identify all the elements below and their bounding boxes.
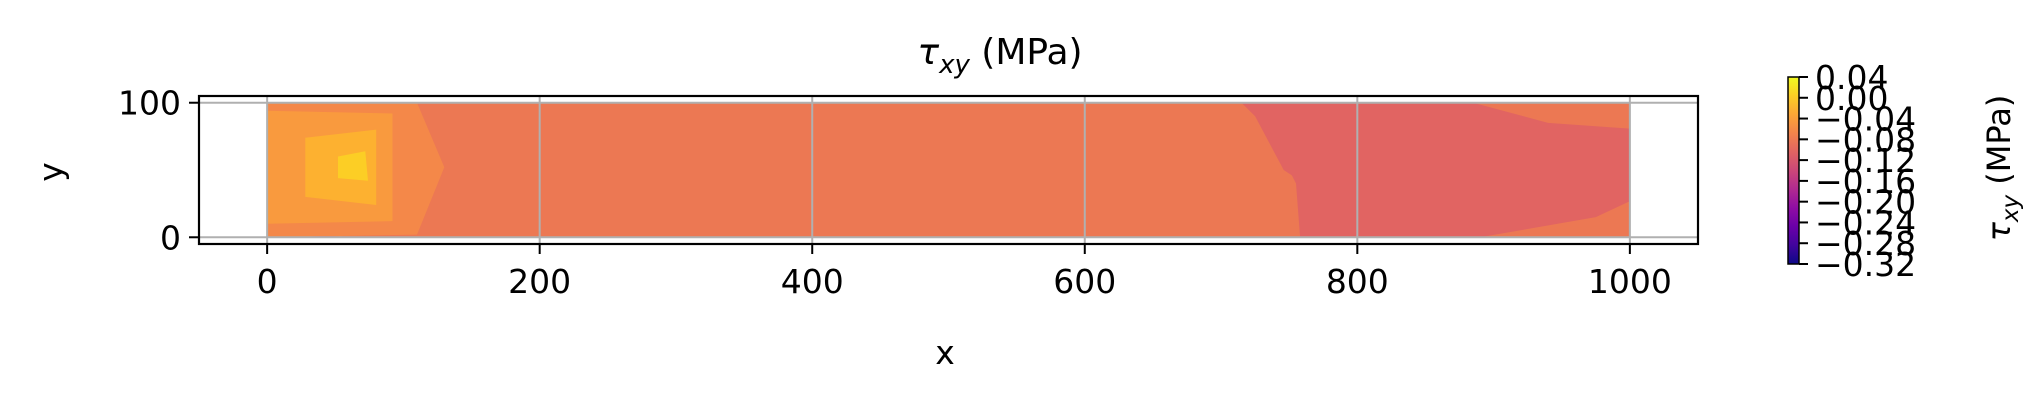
title-symbol: τ (917, 32, 939, 73)
x-tick-label: 1000 (1588, 262, 1672, 301)
plot-frame (197, 94, 1700, 246)
title-units: (MPa) (970, 32, 1083, 73)
x-tick-label: 200 (508, 262, 571, 301)
colorbar: 0.040.00−0.04−0.08−0.12−0.16−0.20−0.24−0… (1787, 58, 2024, 284)
colorbar-ticks: 0.040.00−0.04−0.08−0.12−0.16−0.20−0.24−0… (1799, 58, 1916, 284)
contour-field (267, 102, 1630, 238)
y-tick-label: 100 (118, 84, 181, 123)
y-axis-label: y (31, 162, 70, 182)
y-axis-ticks: 0 100 (118, 84, 199, 257)
x-tick-label: 400 (781, 262, 844, 301)
colorbar-tick-label: −0.04 (1815, 100, 1916, 139)
colorbar-tick-label: −0.16 (1815, 162, 1916, 201)
y-tick-label: 0 (160, 218, 181, 257)
plot-area: 0 200 400 600 800 1000 0 100 (118, 84, 1700, 301)
colorbar-label-symbol: τ (1980, 221, 2018, 241)
grid-lines (199, 96, 1698, 244)
colorbar-label-subscript: xy (1998, 194, 2024, 223)
colorbar-tick-label: 0.04 (1815, 58, 1888, 97)
colorbar-gradient (1787, 76, 1800, 265)
colorbar-label: τxy (MPa) (1980, 95, 2024, 242)
colorbar-tick-label: −0.20 (1815, 183, 1916, 222)
x-tick-label: 600 (1053, 262, 1116, 301)
contour-level-region-0 (1241, 102, 1630, 238)
colorbar-label-units: (MPa) (1980, 95, 2018, 195)
x-tick-label: 800 (1326, 262, 1389, 301)
colorbar-tick-label: 0.00 (1815, 79, 1888, 118)
x-axis-label: x (935, 333, 955, 372)
colorbar-tick-label: −0.24 (1815, 203, 1916, 242)
title-subscript: xy (938, 50, 970, 80)
chart-title: τxy (MPa) (917, 32, 1082, 80)
contour-level-region-4 (338, 151, 368, 181)
x-axis-ticks: 0 200 400 600 800 1000 (257, 244, 1672, 301)
colorbar-tick-label: −0.08 (1815, 120, 1916, 159)
x-tick-label: 0 (257, 262, 278, 301)
colorbar-tick-label: −0.12 (1815, 141, 1916, 180)
colorbar-tick-label: −0.28 (1815, 224, 1916, 263)
colorbar-tick-label: −0.32 (1815, 245, 1916, 284)
